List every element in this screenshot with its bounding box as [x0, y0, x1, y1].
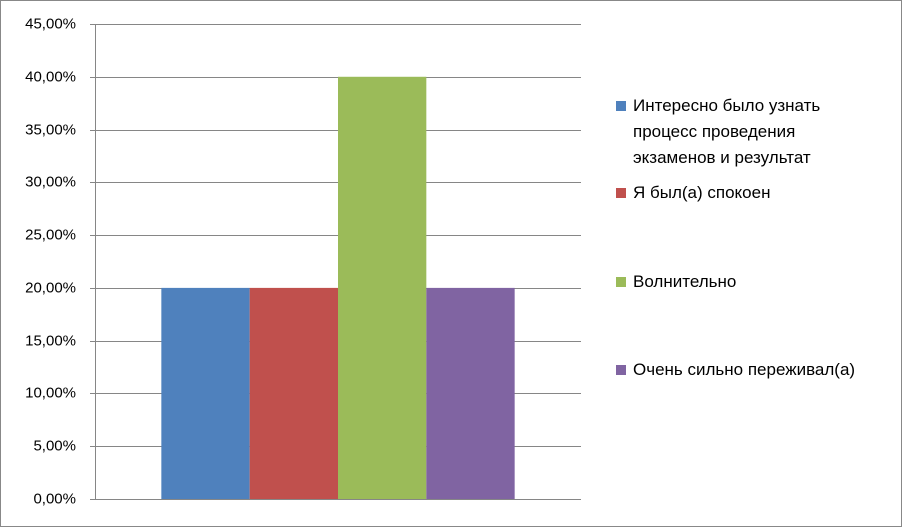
legend-label: Волнительно	[633, 272, 737, 291]
y-tick-label: 10,00%	[25, 384, 76, 401]
legend-label: Очень сильно переживал(а)	[633, 360, 856, 379]
legend-label: Интересно было узнать процесс проведения…	[633, 96, 821, 167]
legend-swatch	[616, 365, 626, 375]
legend-entry: Волнительно	[616, 269, 878, 295]
legend-swatch	[616, 277, 626, 287]
legend-entry: Я был(а) спокоен	[616, 180, 878, 206]
legend-entry: Очень сильно переживал(а)	[616, 357, 878, 383]
bar	[161, 287, 250, 499]
bar	[426, 287, 515, 499]
y-tick-label: 0,00%	[33, 490, 76, 507]
y-tick-label: 25,00%	[25, 226, 76, 243]
y-tick-label: 15,00%	[25, 332, 76, 349]
y-tick-label: 45,00%	[25, 15, 76, 32]
y-tick-label: 5,00%	[33, 437, 76, 454]
legend-label: Я был(а) спокоен	[633, 183, 771, 202]
legend-swatch	[616, 101, 626, 111]
y-tick-label: 20,00%	[25, 279, 76, 296]
y-tick-label: 35,00%	[25, 121, 76, 138]
bar	[338, 76, 427, 500]
y-tick-label: 30,00%	[25, 173, 76, 190]
legend-swatch	[616, 188, 626, 198]
legend-entry: Интересно было узнать процесс проведения…	[616, 93, 878, 171]
y-tick-label: 40,00%	[25, 68, 76, 85]
bar	[249, 287, 338, 499]
